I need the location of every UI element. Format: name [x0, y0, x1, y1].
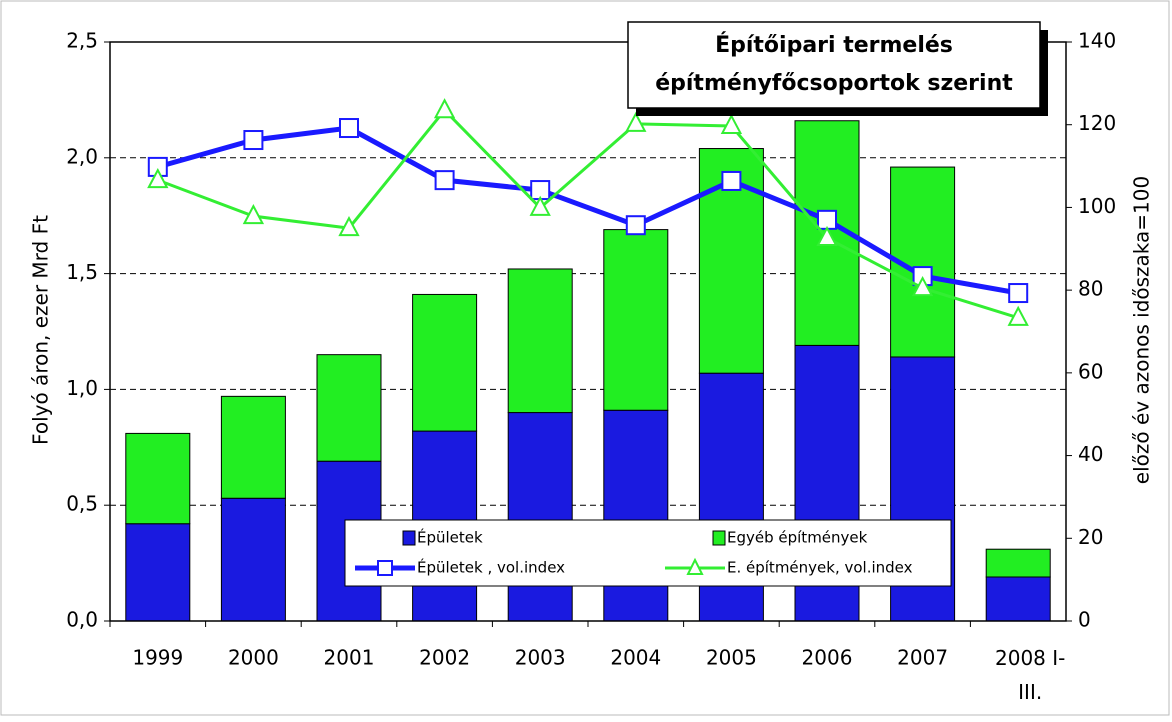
- y2-tick-label: 120: [1078, 111, 1116, 135]
- bar: [125, 432, 191, 525]
- y2-tick-label: 80: [1078, 277, 1103, 301]
- title-box: [627, 21, 1041, 109]
- y-tick-label: 2,5: [66, 29, 98, 53]
- marker: [721, 170, 742, 191]
- y-tick-label: 2,0: [66, 144, 98, 168]
- legend: Épületek Egyéb építmények Épületek , vol.i…: [344, 519, 952, 587]
- legend-label: Egyéb építmények: [727, 529, 868, 547]
- marker: [243, 130, 264, 151]
- bar: [412, 293, 478, 432]
- y-tick-label: 0,0: [66, 608, 98, 632]
- x-tick-label: 2000: [228, 646, 279, 670]
- x-tick-label: 2002: [419, 646, 470, 670]
- x-tick-label: 2003: [515, 646, 566, 670]
- marker: [529, 195, 551, 216]
- plot-area: 0,0 0,5 1,0 1,5 2,0 2,5 0 20 40 60 80 100 120 140 1999…: [66, 29, 1116, 704]
- y2-tick-label: 0: [1078, 608, 1091, 632]
- y2-tick-label: 140: [1078, 29, 1116, 53]
- marker: [720, 113, 743, 134]
- marker: [242, 203, 265, 225]
- x-tick-label: 2007: [897, 646, 948, 670]
- y2-axis-title: előző év azonos időszaka=100: [1130, 176, 1154, 484]
- x-tick-label: 1999: [132, 646, 183, 670]
- marker: [147, 167, 169, 189]
- marker: [1007, 305, 1029, 326]
- legend-marker: [686, 557, 704, 575]
- legend-swatch: [712, 530, 726, 546]
- bar: [507, 412, 573, 622]
- bar: [220, 395, 286, 499]
- bar: [316, 354, 382, 462]
- bar: [603, 229, 669, 411]
- bar: [985, 576, 1051, 622]
- bar: [603, 409, 669, 622]
- x-tick-label: 2006: [802, 646, 853, 670]
- y2-tick-label: 100: [1078, 194, 1116, 218]
- y-tick-label: 1,5: [66, 260, 98, 284]
- marker: [434, 170, 455, 191]
- y-tick-label: 1,0: [66, 376, 98, 400]
- chart-title: Építőipari termelés építményfőcsoportok s…: [655, 32, 1013, 96]
- marker: [816, 225, 838, 247]
- marker: [625, 111, 647, 132]
- legend-swatch: [402, 530, 416, 546]
- line: [157, 125, 1019, 296]
- y-tick-label: 0,5: [66, 492, 98, 516]
- legend-label: Épületek: [417, 528, 483, 547]
- marker: [338, 215, 360, 237]
- marker: [1008, 283, 1029, 304]
- x-tick-label: 2001: [324, 646, 375, 670]
- line: [157, 107, 1019, 320]
- y2-tick-label: 40: [1078, 442, 1103, 466]
- marker: [911, 275, 934, 297]
- marker: [625, 215, 646, 236]
- y-axis-title: Folyó áron, ezer Mrd Ft: [29, 215, 53, 445]
- bar: [507, 268, 573, 414]
- bar: [125, 523, 191, 622]
- marker: [433, 98, 456, 119]
- y2-tick-label: 60: [1078, 359, 1103, 383]
- x-tick-label: 2005: [706, 646, 757, 670]
- legend-label: E. építmények, vol.index: [727, 559, 913, 577]
- x-tick-label: 2004: [610, 646, 661, 670]
- bar: [220, 497, 286, 622]
- marker: [339, 118, 359, 139]
- legend-marker: [377, 560, 393, 576]
- legend-label: Épületek , vol.index: [417, 558, 565, 577]
- bar: [985, 548, 1051, 578]
- x-tick-label: 2008 I-III.: [995, 646, 1065, 704]
- legend-box: [344, 519, 952, 587]
- y2-tick-label: 20: [1078, 525, 1103, 549]
